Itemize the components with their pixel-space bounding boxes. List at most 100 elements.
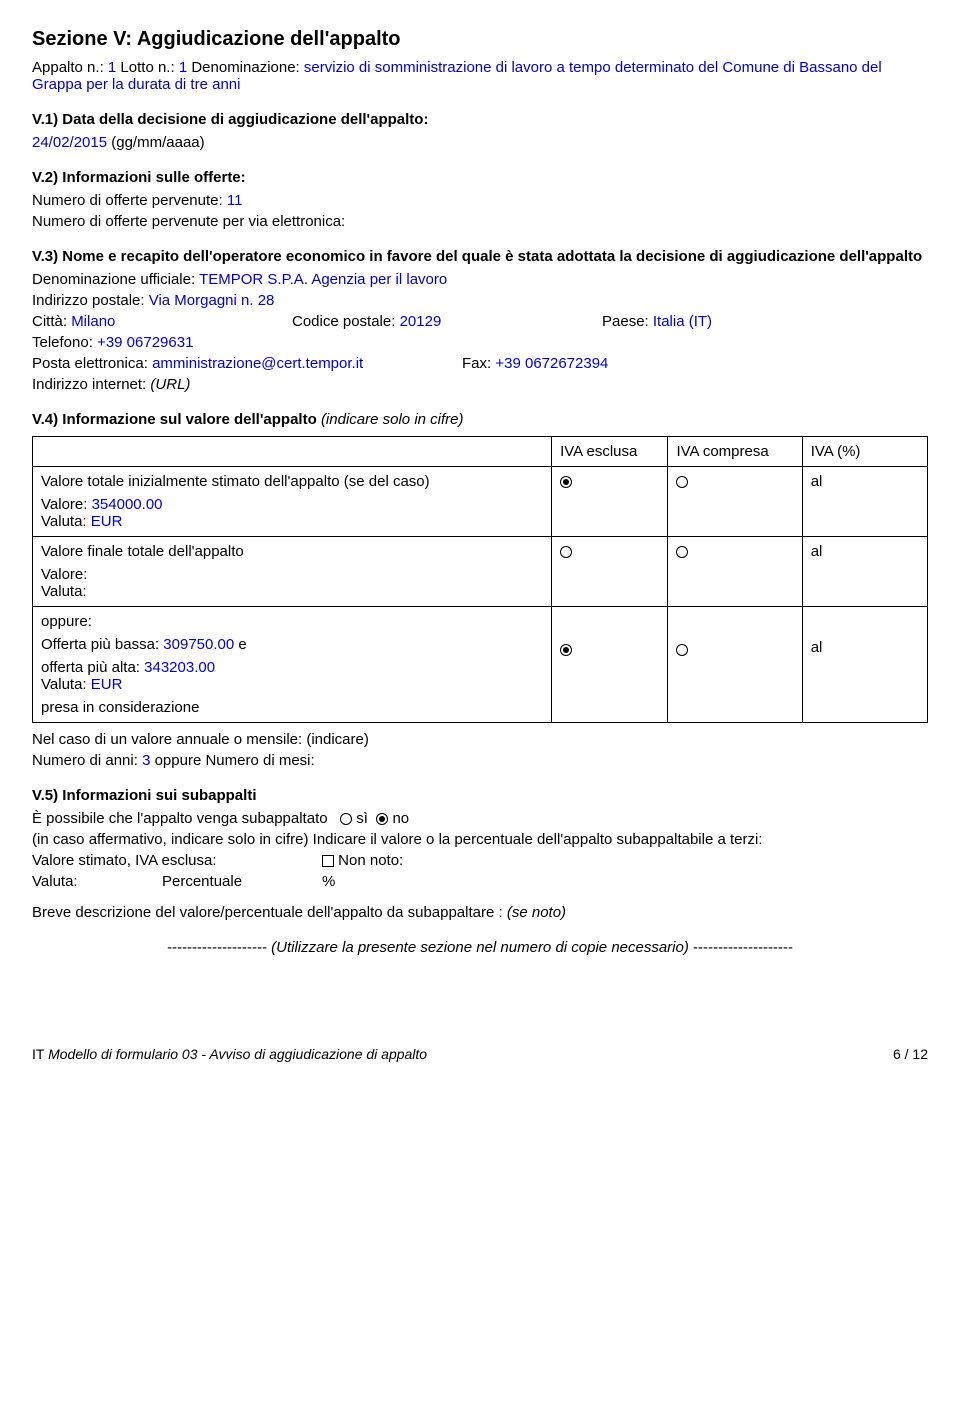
v3-paese-value: Italia (IT): [653, 313, 712, 330]
radio-empty-icon[interactable]: [560, 546, 572, 558]
v3-fax-label: Fax:: [462, 355, 491, 372]
section5-header: Sezione V: Aggiudicazione dell'appalto A…: [32, 28, 928, 93]
v4-row2-compresa: [668, 537, 802, 607]
v3-fax-value: +39 0672672394: [495, 355, 608, 372]
v3-paese-label: Paese:: [602, 313, 649, 330]
footer-title: Modello di formulario 03 - Avviso di agg…: [48, 1046, 427, 1062]
v3-url-line: Indirizzo internet: (URL): [32, 376, 928, 393]
v3-citta-label: Città:: [32, 313, 67, 330]
v5-possibile-line: È possibile che l'appalto venga subappal…: [32, 810, 928, 827]
v3-citta: Città: Milano: [32, 313, 292, 330]
v4-row3-valuta-label: Valuta:: [41, 676, 87, 693]
radio-si-icon[interactable]: [340, 813, 352, 825]
checkbox-icon[interactable]: [322, 855, 334, 867]
v3-url-hint: (URL): [150, 376, 190, 393]
v3-email-line: Posta elettronica: amministrazione@cert.…: [32, 355, 928, 372]
v4-row3-e: e: [238, 636, 246, 653]
v4-mesi-label: Numero di mesi:: [205, 752, 314, 769]
v2-block: V.2) Informazioni sulle offerte: Numero …: [32, 169, 928, 230]
v5-block: V.5) Informazioni sui subappalti È possi…: [32, 787, 928, 921]
v4-row2: Valore finale totale dell'appalto Valore…: [33, 537, 928, 607]
v4-row2-desc: Valore finale totale dell'appalto Valore…: [33, 537, 552, 607]
v3-heading: V.3) Nome e recapito dell'operatore econ…: [32, 248, 928, 265]
v5-si: sì: [356, 810, 368, 827]
appalto-value: 1: [108, 59, 116, 76]
v3-codice: Codice postale: 20129: [292, 313, 602, 330]
appalto-label: Appalto n.: [32, 59, 100, 76]
v3-citta-value: Milano: [71, 313, 115, 330]
v1-date: 24/02/2015: [32, 134, 107, 151]
v5-non-noto: Non noto:: [322, 852, 403, 869]
v4-row2-esclusa: [552, 537, 668, 607]
v4-row3-valuta: Valuta: EUR: [41, 676, 543, 693]
v4-anni-value: 3: [142, 752, 150, 769]
v4-row3-bassa-label: Offerta più bassa:: [41, 636, 159, 653]
v3-indirizzo-label: Indirizzo postale:: [32, 292, 145, 309]
v4-col-desc: [33, 437, 552, 467]
radio-empty-icon[interactable]: [676, 546, 688, 558]
v4-block: V.4) Informazione sul valore dell'appalt…: [32, 411, 928, 769]
v3-block: V.3) Nome e recapito dell'operatore econ…: [32, 248, 928, 393]
v5-breve-label: Breve descrizione del valore/percentuale…: [32, 904, 503, 921]
radio-filled-icon[interactable]: [560, 644, 572, 656]
v5-percentuale-unit: %: [322, 873, 335, 890]
page-footer: IT Modello di formulario 03 - Avviso di …: [32, 1046, 928, 1062]
v2-offerte-label: Numero di offerte pervenute:: [32, 192, 223, 209]
v3-email-label: Posta elettronica:: [32, 355, 148, 372]
v1-block: V.1) Data della decisione di aggiudicazi…: [32, 111, 928, 151]
v5-non-noto-label: Non noto:: [338, 852, 403, 869]
v3-denom-label: Denominazione ufficiale:: [32, 271, 195, 288]
v5-breve-line: Breve descrizione del valore/percentuale…: [32, 904, 928, 921]
radio-empty-icon[interactable]: [676, 476, 688, 488]
v4-row1-valuta-value: EUR: [91, 513, 123, 530]
v3-email: Posta elettronica: amministrazione@cert.…: [32, 355, 462, 372]
v4-row3-alta-label: offerta più alta:: [41, 659, 140, 676]
v3-telefono-label: Telefono:: [32, 334, 93, 351]
v3-codice-label: Codice postale:: [292, 313, 395, 330]
v3-city-row: Città: Milano Codice postale: 20129 Paes…: [32, 313, 928, 330]
v3-indirizzo-line: Indirizzo postale: Via Morgagni n. 28: [32, 292, 928, 309]
sep-dashes-left: --------------------: [167, 939, 267, 956]
v1-heading: V.1) Data della decisione di aggiudicazi…: [32, 111, 928, 128]
v3-codice-value: 20129: [400, 313, 442, 330]
v4-row3-alta-value: 343203.00: [144, 659, 215, 676]
v4-row2-al: al: [802, 537, 927, 607]
v4-row3-al: al: [802, 607, 927, 723]
v4-oppure2: oppure: [155, 752, 202, 769]
radio-no-icon[interactable]: [376, 813, 388, 825]
v4-row1-valore-label: Valore:: [41, 496, 87, 513]
v4-row2-valore-label: Valore:: [41, 566, 87, 583]
v5-valore-stimato-label: Valore stimato, IVA esclusa:: [32, 852, 322, 869]
v3-denom-value: TEMPOR S.P.A. Agenzia per il lavoro: [199, 271, 447, 288]
v4-annual-label: Nel caso di un valore annuale o mensile:…: [32, 731, 928, 748]
separator-line: -------------------- (Utilizzare la pres…: [32, 939, 928, 956]
v3-indirizzo-value: Via Morgagni n. 28: [149, 292, 275, 309]
radio-empty-icon[interactable]: [676, 644, 688, 656]
section5-title: Sezione V: Aggiudicazione dell'appalto: [32, 28, 928, 51]
v3-denom-line: Denominazione ufficiale: TEMPOR S.P.A. A…: [32, 271, 928, 288]
v4-row3-bassa-value: 309750.00: [163, 636, 234, 653]
v5-valuta-line: Valuta: Percentuale %: [32, 873, 928, 890]
v3-paese: Paese: Italia (IT): [602, 313, 928, 330]
v4-row2-valuta: Valuta:: [41, 583, 543, 600]
v5-valore-stimato-line: Valore stimato, IVA esclusa: Non noto:: [32, 852, 928, 869]
v4-row3-desc: oppure: Offerta più bassa: 309750.00 e o…: [33, 607, 552, 723]
v5-affermativo: (in caso affermativo, indicare solo in c…: [32, 831, 928, 848]
v4-oppure: oppure:: [41, 613, 543, 630]
v5-valuta-label: Valuta:: [32, 873, 162, 890]
v3-fax: Fax: +39 0672672394: [462, 355, 608, 372]
v4-row1-valore-value: 354000.00: [92, 496, 163, 513]
v4-row3-presa: presa in considerazione: [41, 699, 543, 716]
v4-row2-label: Valore finale totale dell'appalto: [41, 543, 543, 560]
v4-heading-hint: (indicare solo in cifre): [321, 411, 464, 428]
v4-row1-desc: Valore totale inizialmente stimato dell'…: [33, 467, 552, 537]
v2-offerte-value: 11: [227, 192, 243, 209]
v3-telefono-line: Telefono: +39 06729631: [32, 334, 928, 351]
radio-filled-icon[interactable]: [560, 476, 572, 488]
v1-date-line: 24/02/2015 (gg/mm/aaaa): [32, 134, 928, 151]
v4-header-row: IVA esclusa IVA compresa IVA (%): [33, 437, 928, 467]
v4-row3: oppure: Offerta più bassa: 309750.00 e o…: [33, 607, 928, 723]
v4-row2-valore: Valore:: [41, 566, 543, 583]
v3-url-label: Indirizzo internet:: [32, 376, 146, 393]
v4-row3-esclusa: [552, 607, 668, 723]
